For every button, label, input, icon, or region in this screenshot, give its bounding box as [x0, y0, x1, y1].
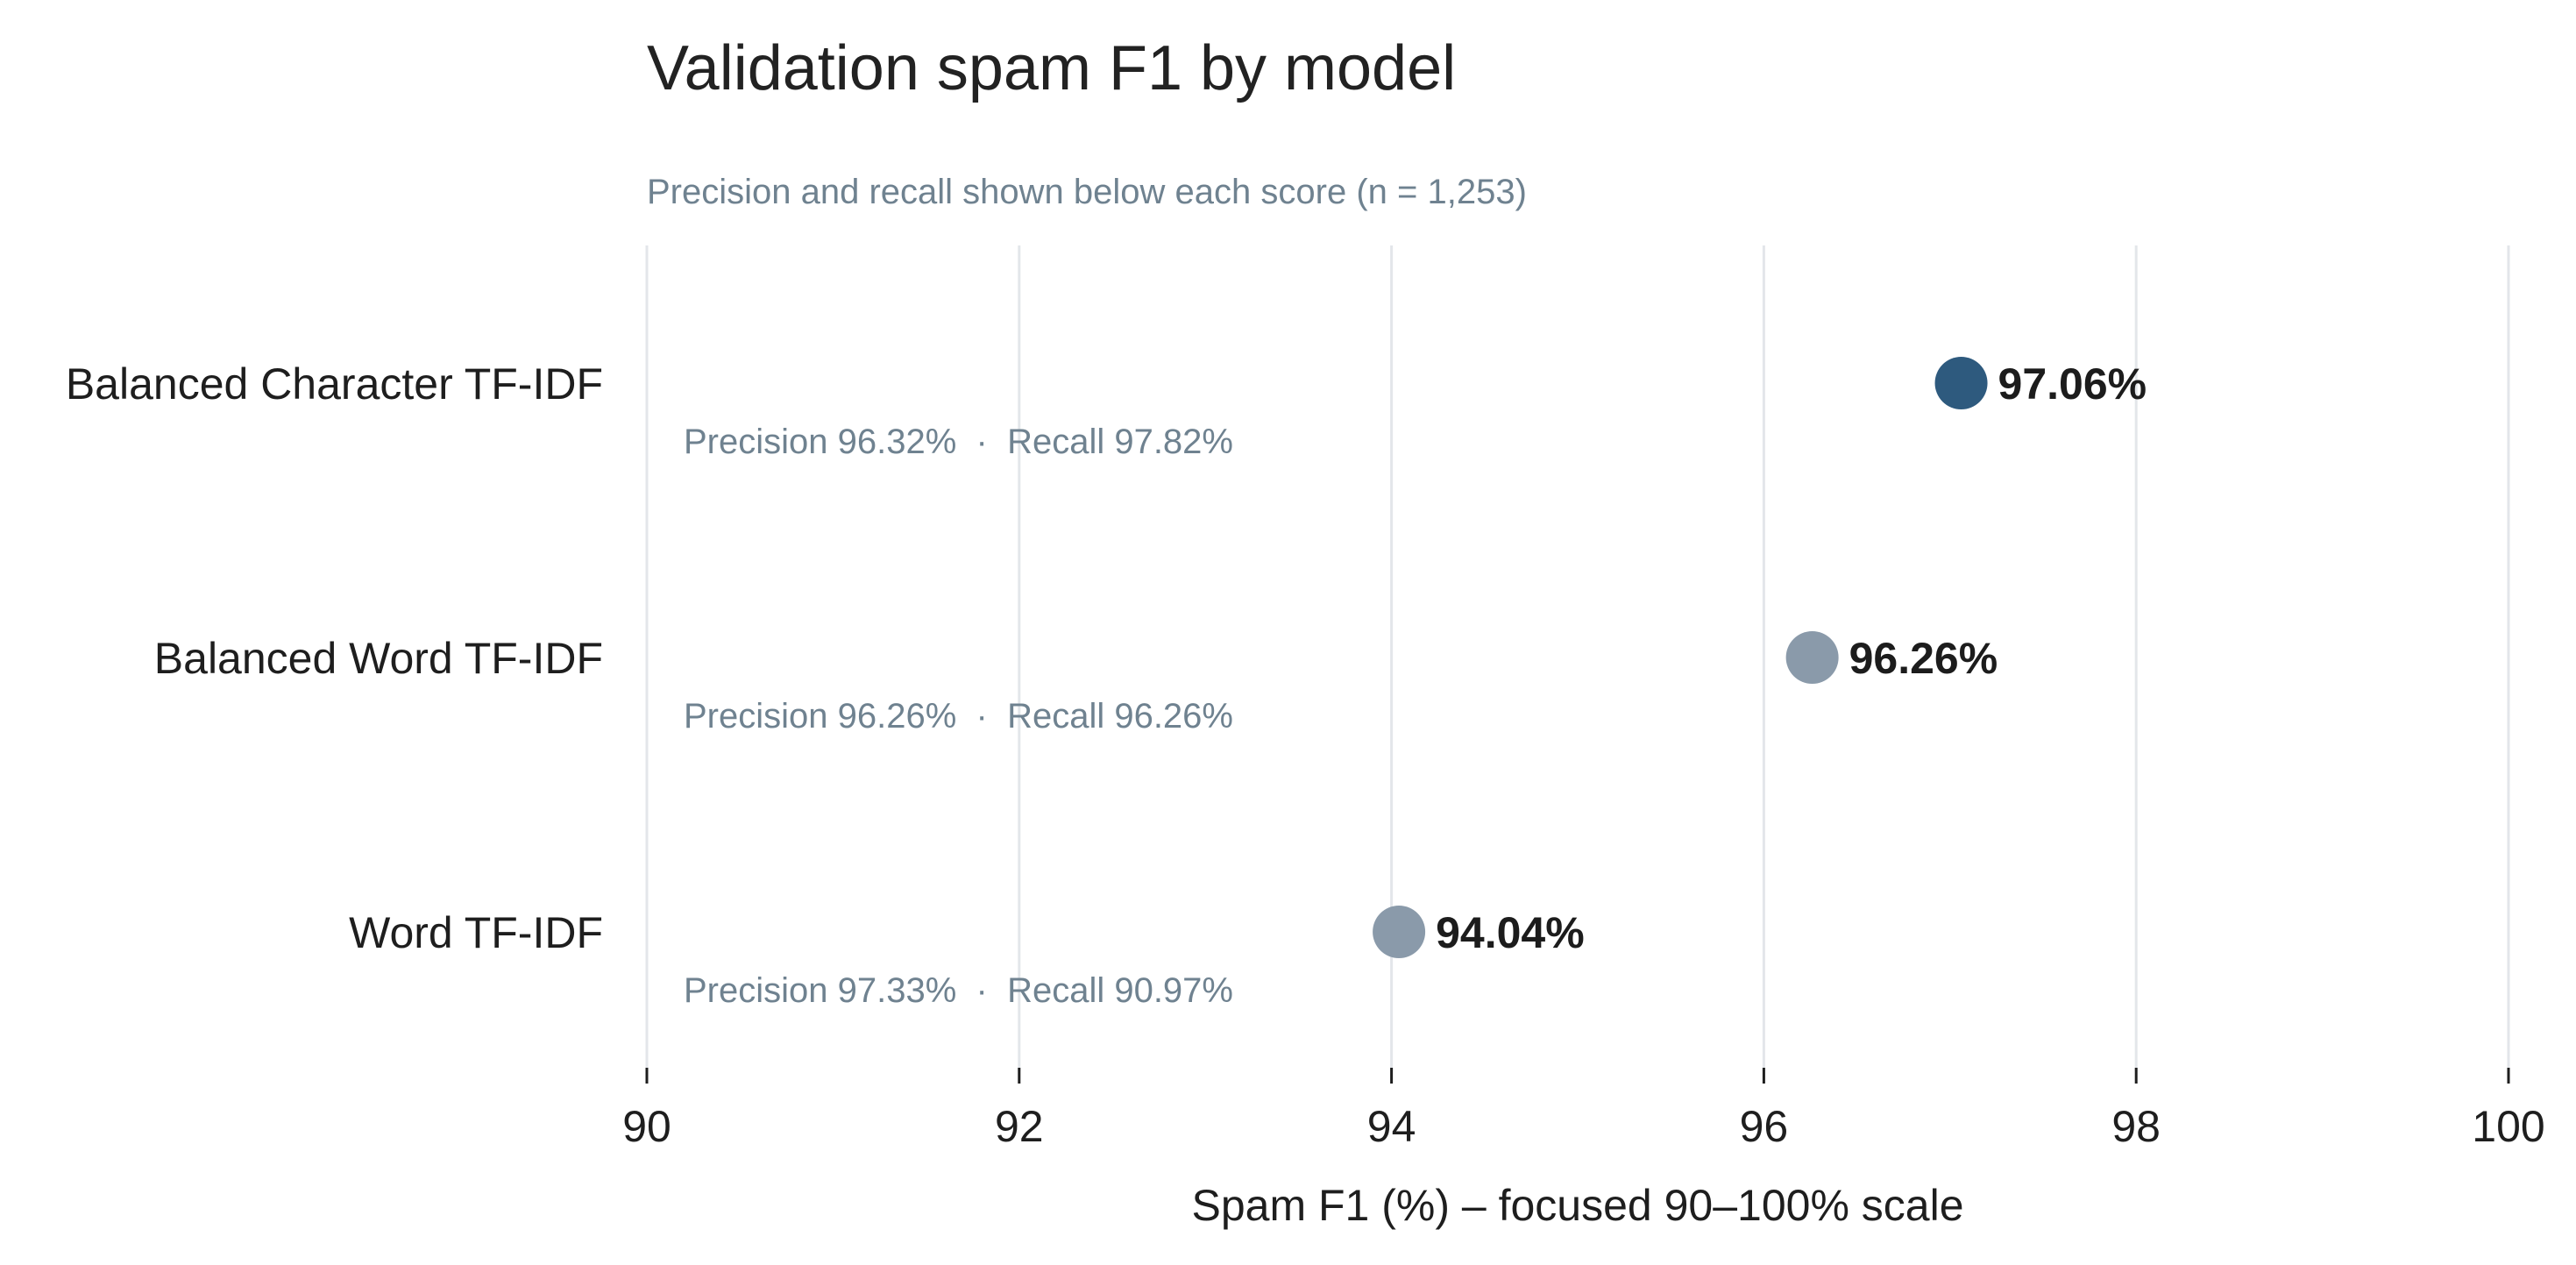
- chart-title: Validation spam F1 by model: [647, 33, 1456, 103]
- category-label: Balanced Word TF-IDF: [154, 634, 603, 683]
- precision-recall-label: Precision 96.32% · Recall 97.82%: [684, 423, 1233, 461]
- x-tick-label: 96: [1740, 1102, 1789, 1151]
- precision-recall-label: Precision 97.33% · Recall 90.97%: [684, 971, 1233, 1010]
- f1-point: [1934, 357, 1988, 409]
- x-axis-ticks: 90 92 94 96 98 100: [622, 1068, 2545, 1151]
- precision-recall-label: Precision 96.26% · Recall 96.26%: [684, 697, 1233, 736]
- x-axis-title: Spam F1 (%) – focused 90–100% scale: [1191, 1181, 1963, 1230]
- x-tick-label: 100: [2472, 1102, 2544, 1151]
- x-tick-label: 90: [622, 1102, 671, 1151]
- f1-point: [1785, 631, 1839, 684]
- data-points: Balanced Character TF-IDF Precision 96.32…: [66, 357, 2147, 1010]
- f1-point: [1373, 906, 1426, 958]
- chart-subtitle: Precision and recall shown below each sc…: [647, 173, 1527, 211]
- x-tick-label: 94: [1367, 1102, 1416, 1151]
- value-label: 94.04%: [1436, 908, 1585, 957]
- category-label: Balanced Character TF-IDF: [66, 359, 603, 409]
- value-label: 96.26%: [1849, 634, 1998, 683]
- x-tick-label: 92: [995, 1102, 1044, 1151]
- value-label: 97.06%: [1998, 359, 2147, 409]
- category-label: Word TF-IDF: [349, 908, 603, 957]
- gridlines: [645, 245, 2510, 1071]
- x-tick-label: 98: [2111, 1102, 2161, 1151]
